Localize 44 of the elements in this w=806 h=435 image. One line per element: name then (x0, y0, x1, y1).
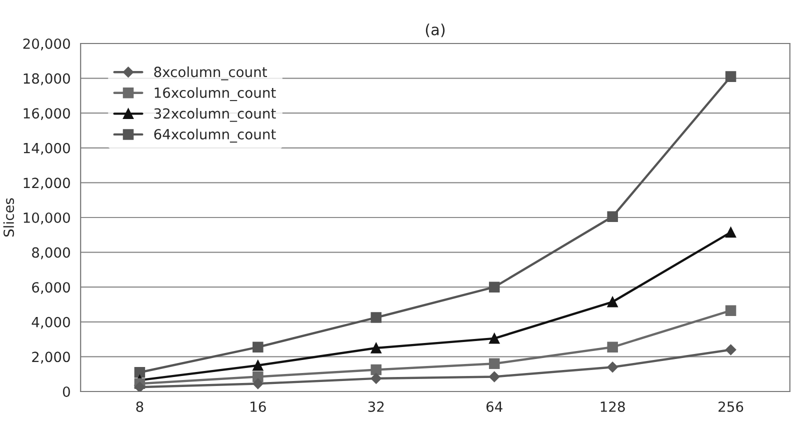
point (607, 296, 618, 308)
y-tick-label: 4,000 (32, 316, 70, 329)
point (488, 358, 500, 370)
y-axis-title: Slices (3, 198, 14, 237)
chart-title: (a) (426, 24, 445, 38)
point (252, 378, 264, 390)
point (252, 342, 264, 353)
legend-label: 32xcolumn_count (154, 108, 276, 122)
x-tick-label: 64 (486, 401, 502, 412)
point (607, 211, 618, 222)
x-tick-label: 32 (368, 401, 384, 412)
point (252, 360, 264, 371)
point (370, 364, 382, 376)
point (725, 305, 736, 316)
point (725, 71, 736, 82)
point (488, 371, 500, 382)
point (725, 226, 736, 238)
point (725, 344, 736, 356)
y-tick-label: 20,000 (23, 38, 70, 50)
point (488, 333, 500, 344)
y-tick-label: 6,000 (32, 282, 70, 294)
point (607, 362, 618, 373)
x-tick-label: 16 (250, 401, 266, 412)
y-tick-label: 8,000 (32, 247, 70, 260)
legend-label: 64xcolumn_count (154, 128, 276, 143)
point (134, 382, 146, 392)
y-tick-label: 10,000 (24, 212, 70, 224)
y-tick-label: 16,000 (24, 108, 70, 120)
point (488, 282, 500, 292)
legend-label: 16xcolumn_count (154, 87, 276, 102)
point (370, 342, 382, 354)
point (370, 312, 382, 323)
y-tick-label: 2,000 (32, 352, 70, 364)
legend-label: 8xcolumn_count (154, 66, 268, 80)
y-tick-label: 0 (62, 386, 70, 397)
point (607, 342, 618, 353)
x-tick-label: 128 (600, 401, 625, 412)
x-tick-label: 8 (136, 401, 144, 412)
y-tick-label: 14,000 (24, 142, 70, 155)
y-tick-label: 18,000 (24, 73, 70, 86)
point (370, 373, 382, 384)
x-tick-label: 256 (718, 401, 744, 412)
point (134, 366, 146, 378)
y-tick-label: 12,000 (24, 178, 70, 190)
